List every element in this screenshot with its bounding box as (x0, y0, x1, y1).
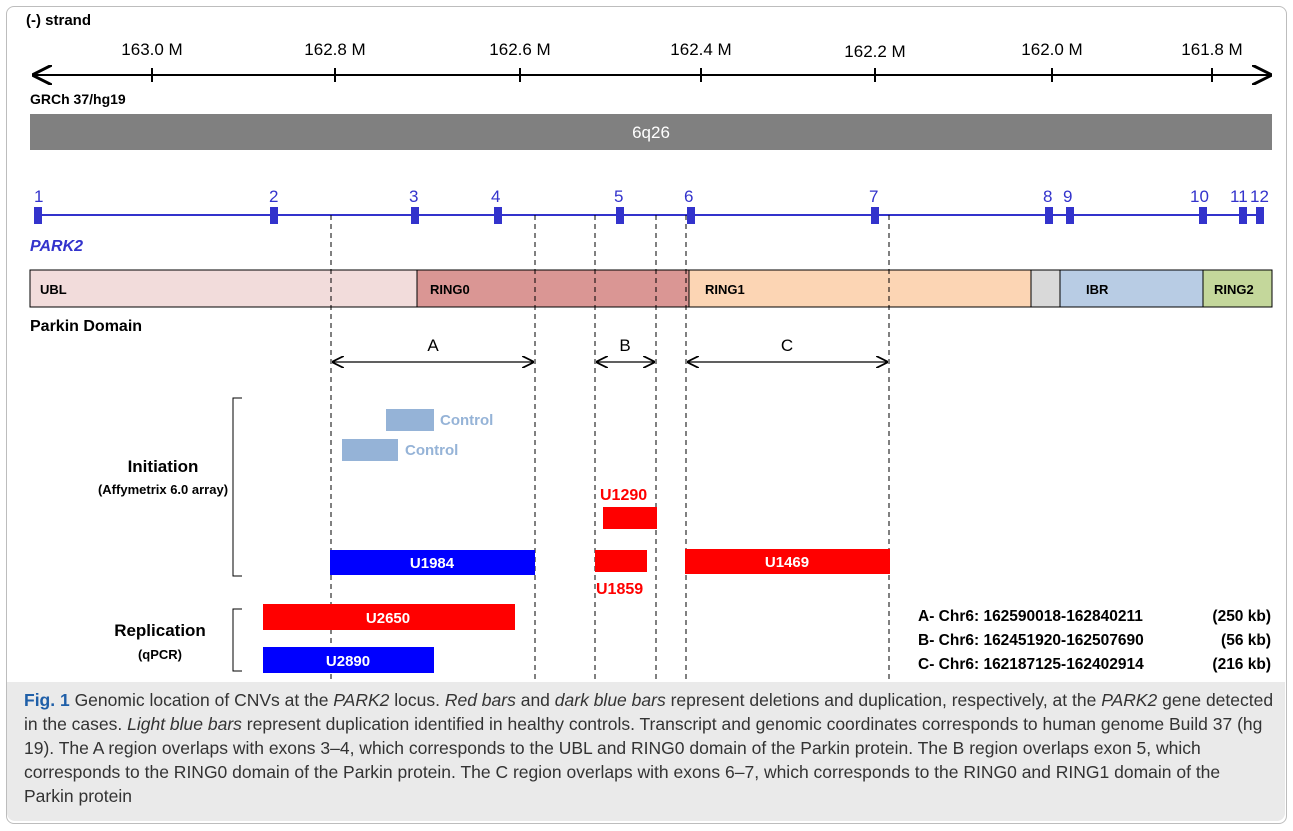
domain-label: UBL (40, 282, 67, 297)
control-bar (342, 439, 398, 461)
domain-label: RING1 (705, 282, 745, 297)
region-size: (216 kb) (1212, 656, 1271, 673)
control-bar-label: Control (440, 412, 493, 429)
region-coord: C- Chr6: 162187125-162402914 (918, 656, 1144, 673)
u1469-bar (685, 549, 890, 574)
u2890-bar (263, 647, 434, 673)
u2890-label: U2890 (326, 653, 370, 670)
assembly-label: GRCh 37/hg19 (30, 91, 126, 107)
u1290-bar (603, 507, 657, 529)
caption-emphasis: Light blue bars (127, 714, 242, 734)
chromosome-band (30, 114, 1272, 150)
exon-block (616, 207, 624, 224)
exon-block (1199, 207, 1207, 224)
domain-section-label: Parkin Domain (30, 318, 142, 335)
caption-emphasis: Red bars (444, 690, 516, 710)
guide-lines (330, 215, 890, 680)
domain-ring1 (688, 269, 1032, 308)
u2650-label: U2650 (366, 610, 410, 627)
axis-tick-label: 163.0 M (121, 40, 182, 59)
caption-text: locus. (389, 690, 445, 710)
initiation-label: Initiation (128, 457, 199, 476)
band-label: 6q26 (632, 123, 670, 142)
domain-linker (1030, 269, 1061, 308)
exon-number: 1 (34, 187, 43, 206)
exon-number: 3 (409, 187, 418, 206)
domain-ring0 (416, 269, 690, 308)
caption-background (7, 682, 1285, 821)
exon-block (1256, 207, 1264, 224)
caption-gene: PARK2 (333, 690, 390, 710)
replication-bracket (232, 608, 242, 672)
axis-tick-label: 162.2 M (844, 42, 905, 61)
region-label: C (781, 336, 793, 355)
exon-number: 4 (491, 187, 500, 206)
domain-label: RING2 (1214, 282, 1254, 297)
exon-block (411, 207, 419, 224)
caption-text: gene detected in the cases. (24, 690, 1274, 734)
exon-block (687, 207, 695, 224)
u1859-label: U1859 (596, 581, 643, 598)
u2650-bar (263, 604, 515, 630)
domain-label: RING0 (430, 282, 470, 297)
exon-number: 2 (269, 187, 278, 206)
exon-block (1239, 207, 1247, 224)
replication-sublabel: (qPCR) (138, 647, 182, 662)
caption-emphasis: dark blue bars (554, 690, 666, 710)
figure-number: Fig. 1 (24, 690, 70, 710)
exon-block (494, 207, 502, 224)
region-label: B (619, 336, 630, 355)
region-size: (56 kb) (1221, 632, 1271, 649)
region-size: (250 kb) (1212, 608, 1271, 625)
strand-label: (-) strand (26, 12, 91, 29)
u1984-bar (330, 550, 535, 575)
exon-block (34, 207, 42, 224)
region-label: A (427, 336, 439, 355)
caption-gene: PARK2 (1101, 690, 1158, 710)
region-coord: A- Chr6: 162590018-162840211 (918, 608, 1143, 625)
control-bar (386, 409, 434, 431)
exon-number: 10 (1190, 187, 1209, 206)
axis-tick-label: 162.6 M (489, 40, 550, 59)
exon-block (270, 207, 278, 224)
caption-text: and (515, 690, 555, 710)
exon-number: 5 (614, 187, 623, 206)
domain-ibr (1059, 269, 1204, 308)
domain-label: IBR (1086, 282, 1109, 297)
caption-text: Genomic location of CNVs at the (69, 690, 334, 710)
region-coord: B- Chr6: 162451920-162507690 (918, 632, 1144, 649)
axis-tick-label: 162.4 M (670, 40, 731, 59)
gene-label: PARK2 (30, 238, 83, 255)
exon-block (871, 207, 879, 224)
initiation-sublabel: (Affymetrix 6.0 array) (98, 482, 228, 497)
initiation-bracket (232, 397, 242, 577)
domain-ubl (29, 269, 418, 308)
replication-label: Replication (114, 621, 206, 640)
exon-block (1066, 207, 1074, 224)
exon-number: 11 (1230, 187, 1248, 206)
exon-number: 9 (1063, 187, 1072, 206)
figure-caption: Fig. 1 Genomic location of CNVs at the P… (24, 688, 1274, 818)
u1290-label: U1290 (600, 487, 647, 504)
u1984-label: U1984 (410, 555, 455, 572)
u1859-bar (595, 550, 647, 572)
caption-text: represent deletions and duplication, res… (665, 690, 1102, 710)
exon-number: 12 (1250, 187, 1269, 206)
u1469-label: U1469 (765, 554, 809, 571)
exon-number: 8 (1043, 187, 1052, 206)
exon-group (34, 207, 1264, 224)
axis-tick-label: 161.8 M (1181, 40, 1242, 59)
caption-text: represent duplication identified in heal… (24, 714, 1263, 806)
domain-ring2 (1202, 269, 1273, 308)
control-bar-label: Control (405, 442, 458, 459)
axis-tick-label: 162.0 M (1021, 40, 1082, 59)
axis-tick-label: 162.8 M (304, 40, 365, 59)
exon-number: 6 (684, 187, 693, 206)
exon-number: 7 (869, 187, 878, 206)
exon-block (1045, 207, 1053, 224)
